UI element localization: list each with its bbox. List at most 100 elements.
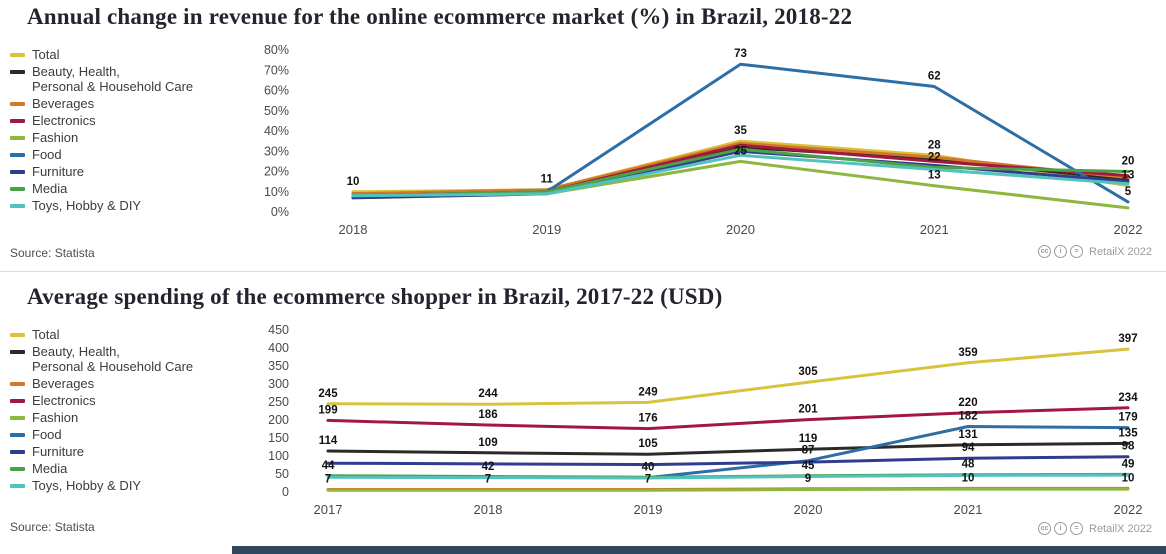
legend-item-food: Food xyxy=(10,148,245,162)
data-label: 5 xyxy=(1125,186,1132,198)
data-label: 28 xyxy=(928,139,941,151)
license-credit: cc i = RetailX 2022 xyxy=(1038,522,1152,535)
x-axis-label: 2022 xyxy=(1114,222,1143,237)
data-label: 234 xyxy=(1118,392,1138,404)
legend-item-toys-hobby-diy: Toys, Hobby & DIY xyxy=(10,479,245,493)
legend-item-beverages: Beverages xyxy=(10,97,245,111)
legend-label: Total xyxy=(32,327,60,342)
data-label: 359 xyxy=(958,347,977,359)
legend-swatch xyxy=(10,350,25,354)
source-text: Source: Statista xyxy=(10,520,95,534)
data-label: 45 xyxy=(802,460,815,472)
data-label: 98 xyxy=(1122,441,1135,453)
data-label: 13 xyxy=(1122,170,1135,182)
y-axis-tick: 300 xyxy=(268,377,289,391)
legend-label: Beverages xyxy=(32,96,95,111)
legend-swatch xyxy=(10,53,25,57)
data-label: 179 xyxy=(1118,412,1137,424)
legend-item-electronics: Electronics xyxy=(10,114,245,128)
data-label: 182 xyxy=(958,410,977,422)
data-label: 201 xyxy=(798,404,818,416)
x-axis-label: 2018 xyxy=(474,502,503,517)
data-label: 11 xyxy=(541,174,554,186)
data-label: 131 xyxy=(958,429,978,441)
legend-item-beverages: Beverages xyxy=(10,377,245,391)
legend-swatch xyxy=(10,119,25,123)
legend-label: Fashion xyxy=(32,410,79,425)
data-label: 220 xyxy=(958,397,977,409)
legend-swatch xyxy=(10,382,25,386)
legend-swatch xyxy=(10,433,25,437)
legend-swatch xyxy=(10,484,25,488)
data-label: 49 xyxy=(1122,458,1135,470)
legend-label: Food xyxy=(32,427,62,442)
legend-item-toys-hobby-diy: Toys, Hobby & DIY xyxy=(10,199,245,213)
data-label: 114 xyxy=(319,435,338,447)
series-line-beauty-health-personal-household-care xyxy=(326,441,1130,456)
legend-item-fashion: Fashion xyxy=(10,411,245,425)
data-label: 9 xyxy=(805,473,811,485)
y-axis-tick: 400 xyxy=(268,341,289,355)
series-line-toys-hobby-diy xyxy=(351,153,1130,198)
data-label: 305 xyxy=(798,366,818,378)
y-axis-tick: 200 xyxy=(268,413,289,427)
y-axis-tick: 60% xyxy=(264,84,289,98)
legend-label: Fashion xyxy=(32,130,79,145)
data-label: 249 xyxy=(638,386,657,398)
legend-item-electronics: Electronics xyxy=(10,394,245,408)
legend-item-total: Total xyxy=(10,48,245,62)
data-label: 10 xyxy=(347,176,360,188)
brand-bar xyxy=(232,546,1166,554)
series-line-total xyxy=(326,347,1130,406)
data-label: 87 xyxy=(802,445,815,457)
legend-swatch xyxy=(10,136,25,140)
data-label: 94 xyxy=(962,442,975,454)
data-label: 7 xyxy=(645,473,651,485)
data-label: 105 xyxy=(638,438,658,450)
data-label: 20 xyxy=(1122,156,1135,168)
legend-label: Media xyxy=(32,461,68,476)
source-text: Source: Statista xyxy=(10,246,95,260)
section-divider xyxy=(0,271,1166,272)
y-axis-tick: 40% xyxy=(264,124,289,138)
legend-label: Electronics xyxy=(32,113,96,128)
series-line-electronics xyxy=(326,406,1130,431)
data-label: 44 xyxy=(322,460,335,472)
legend-item-media: Media xyxy=(10,182,245,196)
data-label: 25 xyxy=(734,145,747,157)
legend-label: Beauty, Health, xyxy=(32,64,120,79)
x-axis-label: 2020 xyxy=(726,222,755,237)
y-axis-tick: 450 xyxy=(268,323,289,337)
x-axis-label: 2018 xyxy=(339,222,368,237)
legend-swatch xyxy=(10,102,25,106)
legend-swatch xyxy=(10,399,25,403)
legend-item-beauty-health-personal-household-care: Beauty, Health, Personal & Household Care xyxy=(10,345,245,374)
legend-swatch xyxy=(10,187,25,191)
data-label: 199 xyxy=(318,404,337,416)
nd-icon: = xyxy=(1070,522,1083,535)
legend-label: Food xyxy=(32,147,62,162)
legend-label: Toys, Hobby & DIY xyxy=(32,198,142,213)
chart-title: Annual change in revenue for the online … xyxy=(27,4,853,29)
y-axis-tick: 0 xyxy=(282,485,289,499)
legend: Total Beauty, Health, Personal & Household… xyxy=(10,48,245,216)
x-axis-label: 2021 xyxy=(954,502,983,517)
y-axis-tick: 80% xyxy=(264,43,289,57)
y-axis-tick: 70% xyxy=(264,63,289,77)
average-spending-chart-section: Average spending of the ecommerce shoppe… xyxy=(0,272,1166,544)
y-axis-tick: 50% xyxy=(264,104,289,118)
x-axis-label: 2021 xyxy=(920,222,949,237)
legend-label: Beverages xyxy=(32,376,95,391)
legend-item-furniture: Furniture xyxy=(10,445,245,459)
legend-swatch xyxy=(10,70,25,74)
data-label: 245 xyxy=(318,388,338,400)
legend-label: Electronics xyxy=(32,393,96,408)
legend-swatch xyxy=(10,333,25,337)
legend-label-continued: Personal & Household Care xyxy=(32,79,194,94)
series-line-furniture xyxy=(326,455,1130,467)
x-axis-label: 2019 xyxy=(532,222,561,237)
legend-label: Media xyxy=(32,181,68,196)
credit-text: RetailX 2022 xyxy=(1089,245,1152,258)
series-line-toys-hobby-diy xyxy=(326,473,1130,480)
nd-icon: = xyxy=(1070,245,1083,258)
